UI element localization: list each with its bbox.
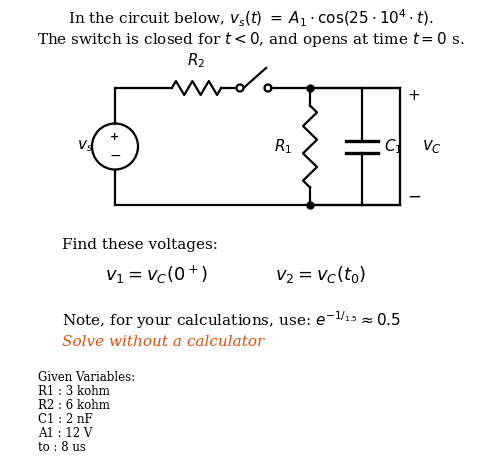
Text: $R_2$: $R_2$ [187,51,206,70]
Text: Find these voltages:: Find these voltages: [62,238,218,252]
Text: R2 : 6 kohm: R2 : 6 kohm [38,399,110,412]
Text: Solve without a calculator: Solve without a calculator [62,335,264,349]
Text: $v_C$: $v_C$ [422,138,442,155]
Text: +: + [110,132,120,142]
Text: The switch is closed for $t < 0$, and opens at time $t = 0$ s.: The switch is closed for $t < 0$, and op… [37,30,465,49]
Text: A1 : 12 V: A1 : 12 V [38,427,93,440]
Text: $R_1$: $R_1$ [274,137,292,156]
Text: +: + [407,88,421,103]
Text: $v_2 = v_C(t_0)$: $v_2 = v_C(t_0)$ [275,264,366,285]
Text: R1 : 3 kohm: R1 : 3 kohm [38,385,110,398]
Text: In the circuit below, $v_s(t)\;=\;A_1 \cdot \cos(25 \cdot 10^4 \cdot t)$.: In the circuit below, $v_s(t)\;=\;A_1 \c… [68,8,434,29]
Text: $v_s$: $v_s$ [77,139,93,154]
Text: Given Variables:: Given Variables: [38,371,135,384]
Text: −: − [109,148,121,162]
Text: $C_1$: $C_1$ [384,137,402,156]
Text: $v_1 = v_C(0^+)$: $v_1 = v_C(0^+)$ [105,264,208,286]
Text: to : 8 us: to : 8 us [38,441,86,454]
Text: C1 : 2 nF: C1 : 2 nF [38,413,93,426]
Text: Note, for your calculations, use: $e^{-1/_{1.5}} \approx 0.5$: Note, for your calculations, use: $e^{-1… [62,309,401,331]
Text: −: − [407,188,421,206]
